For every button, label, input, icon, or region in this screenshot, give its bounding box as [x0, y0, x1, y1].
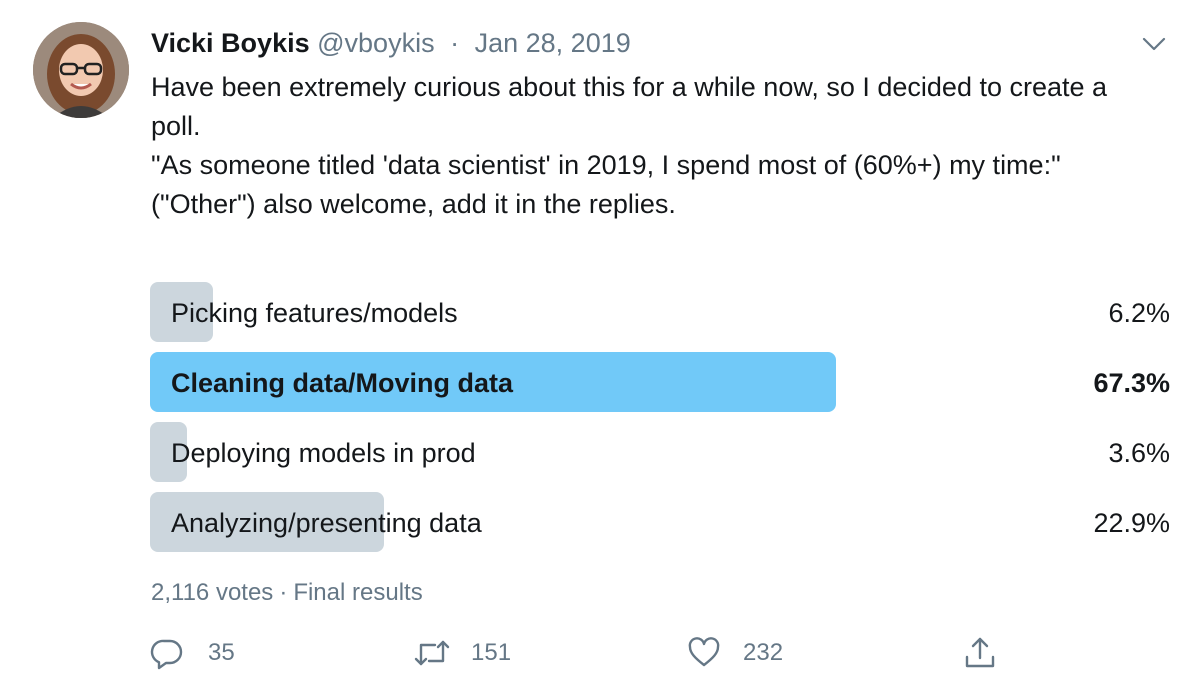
poll-bar [150, 282, 214, 342]
author-handle[interactable]: @vboykis [317, 28, 435, 58]
like-count: 232 [743, 639, 784, 666]
poll-option-label: Cleaning data/Moving data [171, 368, 514, 398]
tweet-text-line: Have been extremely curious about this f… [151, 72, 1108, 141]
poll-meta-separator: · [279, 579, 288, 606]
poll-bar [150, 352, 837, 412]
header-separator: · [450, 28, 460, 58]
poll-option-percent: 6.2% [1108, 298, 1170, 328]
tweet-text-line: "As someone titled 'data scientist' in 2… [151, 150, 1061, 180]
poll-option-percent: 22.9% [1093, 508, 1170, 538]
tweet-actions: 35 151 232 [150, 630, 1190, 676]
author-name[interactable]: Vicki Boykis [151, 28, 310, 58]
poll-status: Final results [293, 579, 423, 606]
reply-count: 35 [208, 639, 235, 666]
poll-bar [150, 422, 187, 482]
poll-option-label: Analyzing/presenting data [171, 508, 482, 538]
poll-option-percent: 67.3% [1093, 368, 1170, 398]
heart-icon [687, 636, 721, 670]
poll-option: Picking features/models 6.2% [150, 282, 1170, 342]
poll-option-percent: 3.6% [1108, 438, 1170, 468]
tweet-text: Have been extremely curious about this f… [151, 68, 1161, 224]
chevron-down-icon[interactable] [1140, 30, 1168, 58]
avatar[interactable] [33, 22, 129, 118]
poll-bar [150, 492, 384, 552]
poll-option: Analyzing/presenting data 22.9% [150, 492, 1170, 552]
reply-button[interactable]: 35 [150, 630, 235, 676]
poll-option-label: Deploying models in prod [171, 438, 476, 468]
poll-option: Cleaning data/Moving data 67.3% [150, 352, 1170, 412]
retweet-count: 151 [471, 639, 512, 666]
like-button[interactable]: 232 [687, 630, 783, 676]
tweet-header: Vicki Boykis @vboykis · Jan 28, 2019 [151, 22, 631, 64]
tweet-date[interactable]: Jan 28, 2019 [474, 28, 631, 58]
poll-option-label: Picking features/models [171, 298, 458, 328]
share-icon [963, 635, 997, 671]
poll-vote-count: 2,116 votes [151, 579, 274, 606]
reply-icon [150, 636, 184, 670]
poll-meta: 2,116 votes · Final results [151, 575, 423, 611]
retweet-button[interactable]: 151 [413, 630, 511, 676]
poll-option: Deploying models in prod 3.6% [150, 422, 1170, 482]
retweet-icon [413, 636, 451, 670]
tweet-text-line: ("Other") also welcome, add it in the re… [151, 189, 676, 219]
share-button[interactable] [963, 630, 997, 676]
